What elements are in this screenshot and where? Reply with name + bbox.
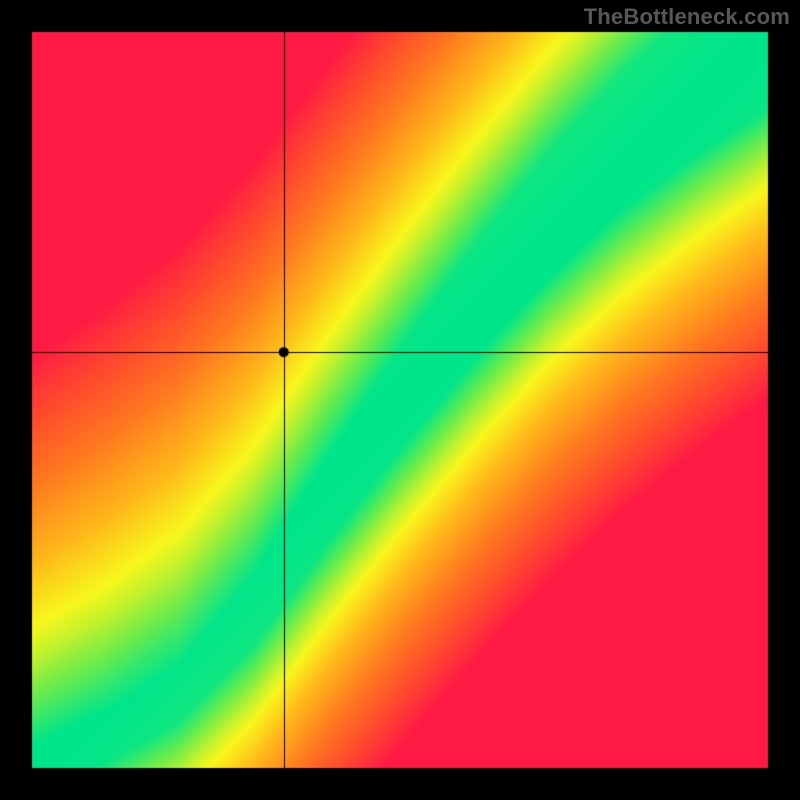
chart-container: TheBottleneck.com (0, 0, 800, 800)
watermark-text: TheBottleneck.com (584, 4, 790, 30)
bottleneck-heatmap (0, 0, 800, 800)
